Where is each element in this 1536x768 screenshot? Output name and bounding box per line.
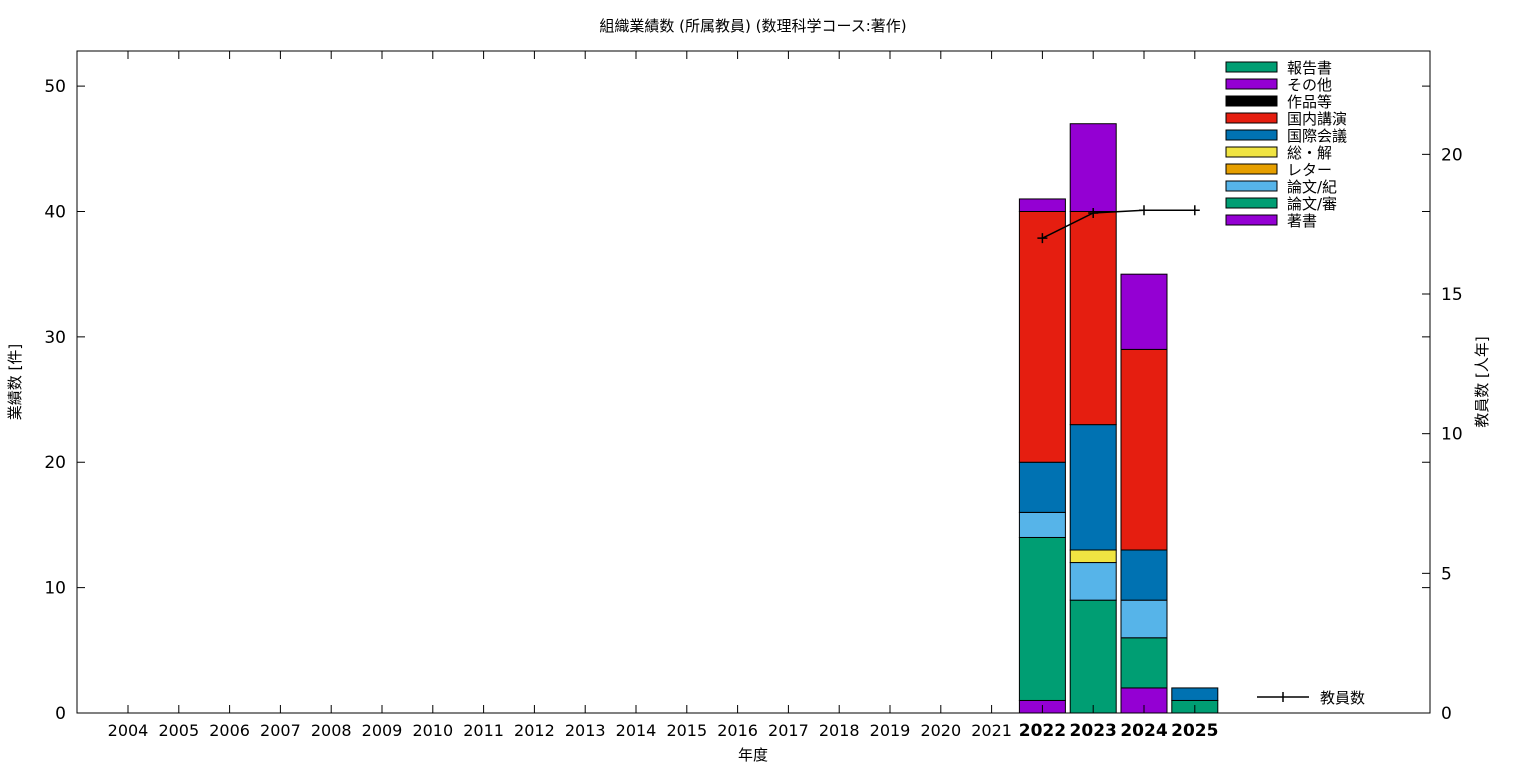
y-tick-label: 10 [44,579,66,599]
teacher-count-line [1037,205,1200,244]
x-tick-label: 2015 [666,721,707,740]
x-tick-label: 2010 [412,721,453,740]
bar-segment [1018,461,1066,513]
legend-swatch [1225,180,1278,192]
legend-label: 総・解 [1287,144,1332,162]
plot-frame [76,50,1431,714]
ticks: 0 10 20 30 40 50 0 5 10 15 20 2004 2005 2006 2007 2008 2… [44,51,1463,741]
bar-segment [1171,687,1219,701]
bar-segment [1120,273,1168,350]
y-tick-label: 0 [55,704,66,724]
y2-tick-label: 10 [1441,425,1463,445]
legend-swatch [1225,61,1278,73]
x-tick-label: 2013 [565,721,606,740]
legend-label: 報告書 [1287,59,1332,77]
x-tick-label: 2007 [260,721,301,740]
bar-segment [1069,210,1117,426]
bar-segment [1018,536,1066,701]
x-tick-label: 2022 [1019,721,1066,741]
y2-tick-label: 20 [1441,145,1463,165]
line-point [1088,208,1099,219]
x-tick-label: 2025 [1171,721,1218,741]
y2-tick-label: 0 [1441,704,1452,724]
y2-axis-label: 教員数 [人年] [1473,336,1491,427]
y-tick-label: 20 [44,453,66,473]
x-tick-label: 2017 [768,721,809,740]
x-axis-label: 年度 [738,746,768,764]
legend-label: 作品等 [1287,93,1332,111]
legend-swatch [1225,163,1278,175]
line-point [1037,233,1048,244]
x-tick-label: 2006 [209,721,250,740]
x-tick-label: 2008 [311,721,352,740]
legend-swatch [1225,112,1278,124]
x-tick-label: 2020 [920,721,961,740]
x-tick-label: 2019 [870,721,911,740]
line-path [1042,209,1195,239]
legend-swatch [1225,95,1278,107]
y2-tick-label: 5 [1441,564,1452,584]
x-tick-label: 2018 [819,721,860,740]
legend-swatch [1225,78,1278,90]
legend-label: その他 [1287,76,1332,94]
bar-segment [1120,637,1168,689]
bar-segment [1120,348,1168,551]
legend-swatch [1225,146,1278,158]
x-tick-label: 2011 [463,721,504,740]
x-tick-label: 2021 [971,721,1012,740]
line-point [1189,205,1200,216]
bar-segment [1120,549,1168,601]
bar-segment [1120,599,1168,639]
x-tick-label: 2005 [158,721,199,740]
bar-segment [1069,549,1117,564]
bar-segment [1069,562,1117,601]
x-tick-label: 2016 [717,721,758,740]
x-tick-label: 2012 [514,721,555,740]
x-tick-label: 2024 [1120,721,1167,741]
chart-title: 組織業績数 (所属教員) (数理科学コース:著作) [599,17,906,35]
legend-swatch [1225,197,1278,209]
bar-segment [1018,210,1066,463]
legend-label: 論文/審 [1287,195,1337,213]
bar-segment [1069,123,1117,212]
x-tick-label: 2009 [362,721,403,740]
line-point [1139,205,1149,216]
legend-swatch [1225,214,1278,226]
legend-label: レター [1287,161,1332,179]
bars [1018,123,1219,714]
legend-label: 国内講演 [1287,110,1347,128]
legend-swatch [1225,129,1278,141]
bar-segment [1018,198,1066,212]
bar-segment [1018,511,1066,538]
y-axis-label: 業績数 [件] [6,344,24,420]
y-tick-label: 50 [44,77,66,97]
y-tick-label: 30 [44,328,66,348]
y-tick-label: 40 [44,202,66,222]
x-tick-label: 2023 [1070,721,1117,741]
bar-segment [1069,424,1117,551]
x-tick-label: 2004 [108,721,149,740]
y2-tick-label: 15 [1441,285,1463,305]
legend-label: 国際会議 [1287,127,1347,145]
legend-label: 論文/紀 [1287,178,1337,196]
bar-segment [1069,599,1117,714]
legend-label: 著書 [1287,212,1317,230]
legend-line-label: 教員数 [1320,689,1365,707]
x-tick-label: 2014 [616,721,657,740]
